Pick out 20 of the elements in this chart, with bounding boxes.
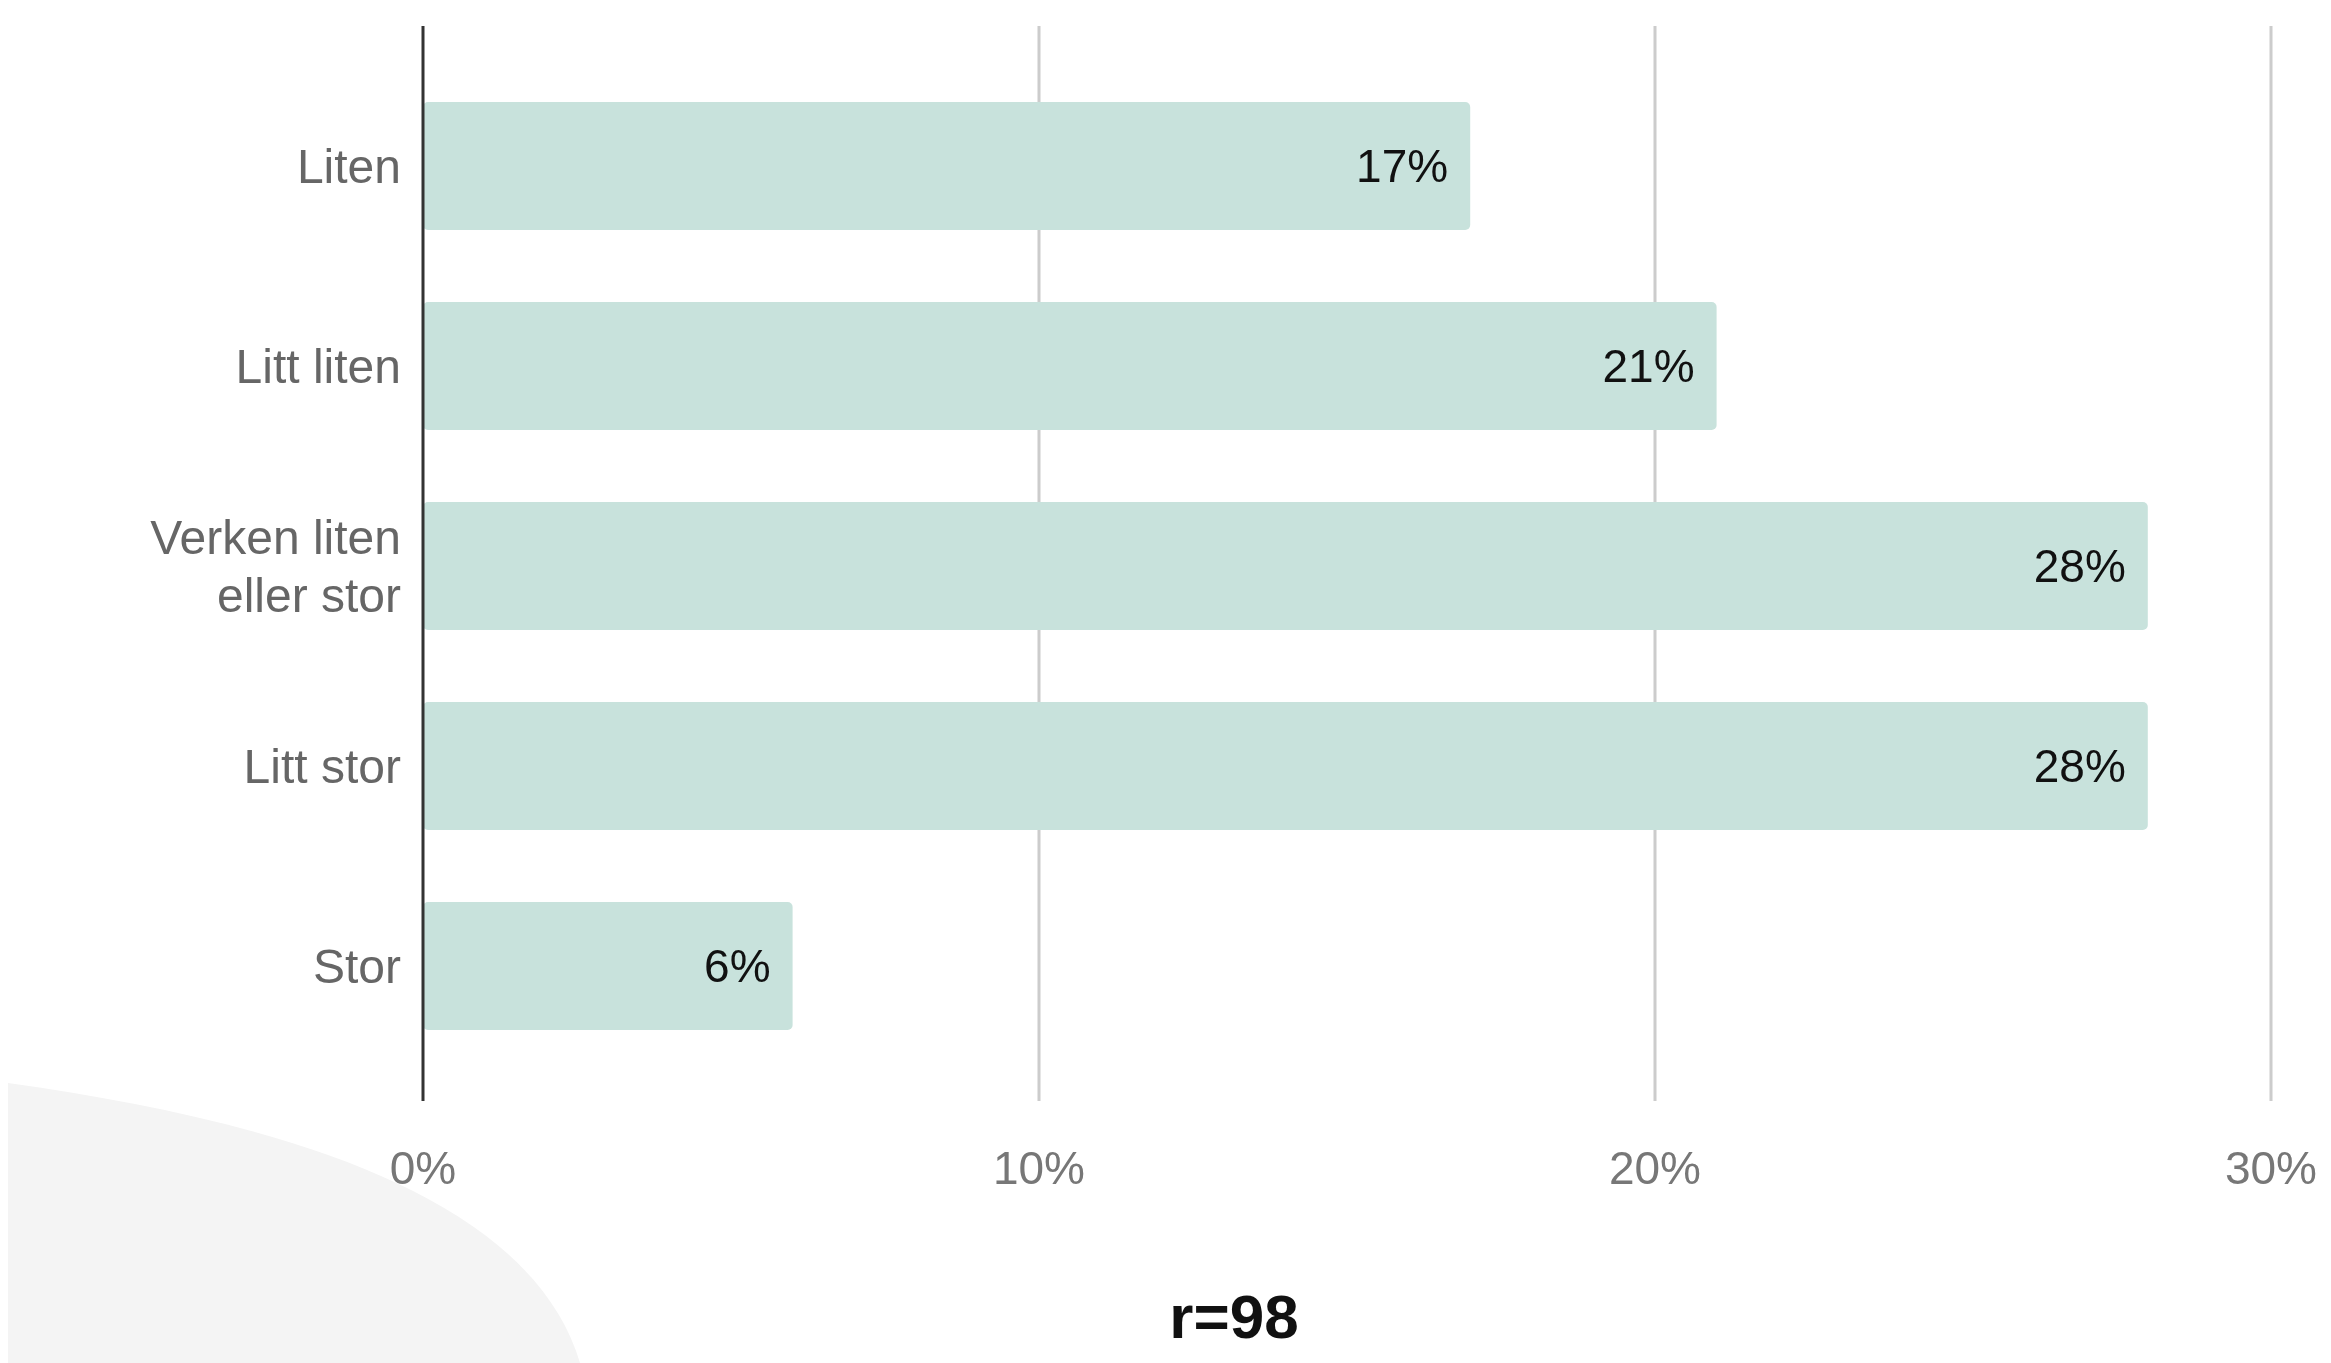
bar bbox=[423, 102, 1471, 230]
data-label: 28% bbox=[2033, 740, 2126, 793]
bar bbox=[423, 502, 2148, 630]
bar bbox=[423, 702, 2148, 830]
x-tick-label: 10% bbox=[992, 1142, 1086, 1195]
y-tick-label: Liten bbox=[296, 139, 401, 193]
data-label: 21% bbox=[1602, 340, 1695, 393]
data-label: 28% bbox=[2033, 540, 2126, 593]
y-tick-label: Stor bbox=[312, 939, 402, 993]
y-tick-label: Litt stor bbox=[243, 739, 402, 793]
data-label: 6% bbox=[704, 940, 771, 993]
x-tick-label: 20% bbox=[1608, 1142, 1702, 1195]
y-tick-label: Litt liten bbox=[235, 339, 401, 393]
bar bbox=[423, 302, 1717, 430]
text: r=98 bbox=[1169, 1282, 1299, 1351]
bar bbox=[423, 902, 793, 1030]
y-tick-label: Verken liten eller stor bbox=[150, 510, 402, 622]
x-tick-label: 30% bbox=[2224, 1142, 2318, 1195]
x-tick-label: 0% bbox=[389, 1142, 457, 1195]
data-label: 17% bbox=[1356, 140, 1449, 193]
